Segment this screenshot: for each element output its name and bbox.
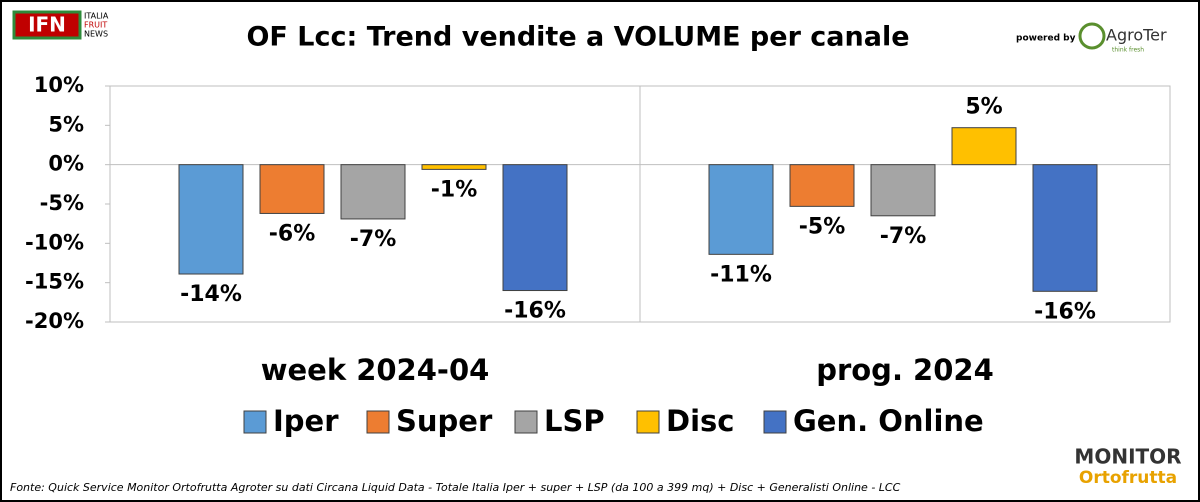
bar [951,127,1017,166]
bar [259,164,325,214]
y-tick-label: -15% [25,270,84,294]
sponsor-name: AgroTer [1106,26,1167,45]
brand-bottom: Ortofrutta [1079,468,1177,488]
value-label: -7% [350,227,396,252]
bar [1032,164,1098,292]
bar [340,164,406,220]
y-tick-label: -20% [25,309,84,333]
bar [708,164,774,255]
value-label: -14% [180,282,242,307]
source-note: Fonte: Quick Service Monitor Ortofrutta … [10,481,901,494]
value-label: -16% [1034,299,1096,324]
logo-text: IFN [28,13,66,37]
bar [421,164,487,170]
y-tick-label: 10% [34,73,84,97]
value-label: -5% [799,214,845,239]
y-tick-label: 5% [48,112,84,136]
legend-label: LSP [544,404,605,438]
value-label: -16% [504,299,566,324]
brand-top: MONITOR [1074,445,1181,469]
y-tick-label: 0% [48,152,84,176]
legend-swatch [636,410,660,434]
legend-swatch [366,410,390,434]
bar [870,164,936,217]
legend-swatch [763,410,787,434]
logo-line: ITALIA [84,12,109,21]
bar [178,164,244,275]
y-tick-label: -10% [25,230,84,254]
value-label: -7% [880,224,926,249]
bar [502,164,568,292]
value-label: -6% [269,221,315,246]
legend-swatch [243,410,267,434]
bar [789,164,855,207]
value-label: -1% [431,177,477,202]
legend-swatch [514,410,538,434]
legend-label: Disc [666,404,734,438]
value-label: 5% [965,95,1002,120]
sponsor-tagline: think fresh [1112,47,1144,54]
ifn-logo: IFN ITALIA FRUIT NEWS [12,10,109,40]
legend-label: Super [396,404,493,438]
logo-line: NEWS [84,30,108,39]
legend-label: Iper [273,404,339,438]
chart-title: OF Lcc: Trend vendite a VOLUME per canal… [246,22,909,53]
x-tick-label: week 2024-04 [261,353,490,387]
legend-label: Gen. Online [793,404,984,438]
x-tick-label: prog. 2024 [816,353,994,387]
logo-line: FRUIT [84,21,107,30]
y-tick-label: -5% [40,191,84,215]
value-label: -11% [710,262,772,287]
powered-by: powered by [1016,34,1076,44]
sponsor-icon [1078,22,1106,50]
logo-box [12,10,82,40]
